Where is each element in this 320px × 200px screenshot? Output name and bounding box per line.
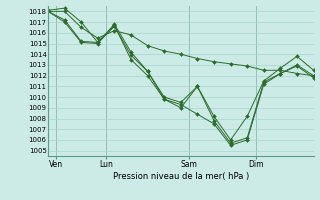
X-axis label: Pression niveau de la mer( hPa ): Pression niveau de la mer( hPa ) <box>113 172 249 181</box>
